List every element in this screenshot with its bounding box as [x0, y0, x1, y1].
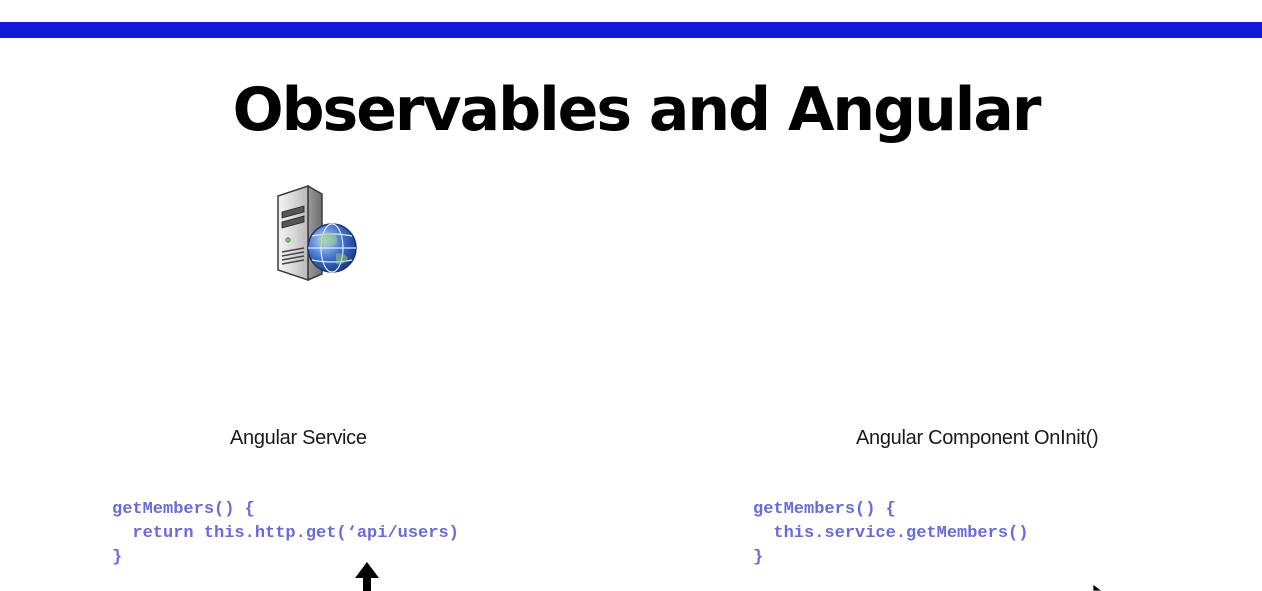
server-globe-icon — [277, 184, 357, 282]
component-code-block: getMembers() { this.service.getMembers()… — [753, 498, 1028, 570]
component-code-line: } — [753, 548, 764, 567]
service-code-line: return this.http.get(‘api/users) — [112, 524, 459, 543]
top-accent-bar — [0, 22, 1262, 38]
service-code-block: getMembers() { return this.http.get(‘api… — [112, 498, 459, 570]
mouse-cursor-icon — [1092, 584, 1103, 591]
angular-component-label: Angular Component OnInit() — [856, 427, 1099, 449]
service-code-line: getMembers() { — [112, 500, 255, 519]
service-code-line: } — [112, 548, 123, 567]
slide-title: Observables and Angular — [232, 75, 1042, 145]
arrow-up-icon — [355, 562, 379, 591]
component-code-line: this.service.getMembers() — [753, 524, 1029, 543]
angular-service-label: Angular Service — [230, 427, 367, 449]
component-code-line: getMembers() { — [753, 500, 896, 519]
